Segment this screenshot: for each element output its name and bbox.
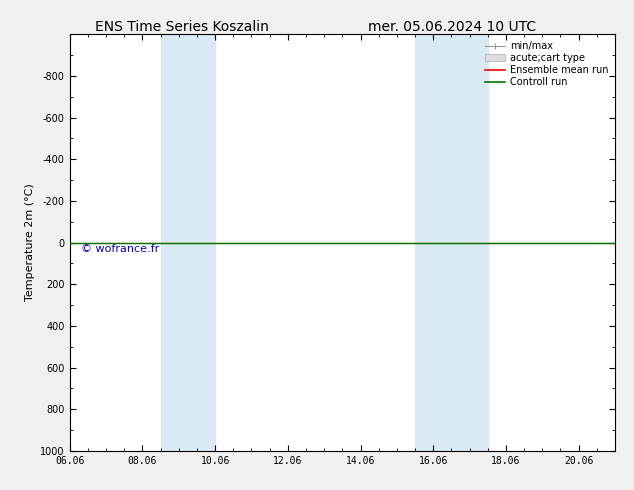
Text: © wofrance.fr: © wofrance.fr bbox=[81, 244, 159, 254]
Bar bbox=[160, 34, 215, 451]
Text: ENS Time Series Koszalin: ENS Time Series Koszalin bbox=[95, 20, 269, 34]
Legend: min/max, acute;cart type, Ensemble mean run, Controll run: min/max, acute;cart type, Ensemble mean … bbox=[483, 39, 610, 89]
Text: mer. 05.06.2024 10 UTC: mer. 05.06.2024 10 UTC bbox=[368, 20, 536, 34]
Y-axis label: Temperature 2m (°C): Temperature 2m (°C) bbox=[25, 184, 35, 301]
Bar bbox=[415, 34, 488, 451]
